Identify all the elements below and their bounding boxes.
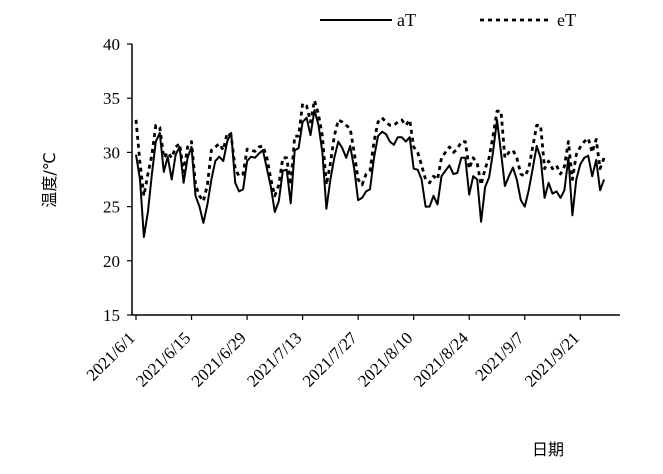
legend-label-aT: aT [397,10,416,30]
series-line-eT [134,99,606,203]
y-tick-label: 30 [103,143,120,162]
y-tick-label: 25 [103,198,120,217]
x-tick-label: 2021/9/7 [471,328,528,385]
y-tick-label: 40 [103,35,120,54]
y-tick-label: 15 [103,306,120,325]
x-tick-label: 2021/6/1 [83,328,139,384]
x-axis-title: 日期 [532,440,564,459]
x-tick-label: 2021/7/13 [243,328,305,390]
x-tick-label: 2021/6/29 [188,328,250,390]
x-tick-label: 2021/8/24 [410,328,473,391]
series-line-aT [135,109,606,238]
y-tick-label: 20 [103,252,120,271]
x-tick-label: 2021/6/15 [132,328,194,390]
legend-label-eT: eT [557,10,576,30]
x-tick-label: 2021/9/21 [521,328,583,390]
y-tick-label: 35 [103,89,120,108]
y-axis-title: 温度/℃ [40,152,59,207]
x-tick-label: 2021/7/27 [299,328,362,391]
x-tick-label: 2021/8/10 [354,328,416,390]
